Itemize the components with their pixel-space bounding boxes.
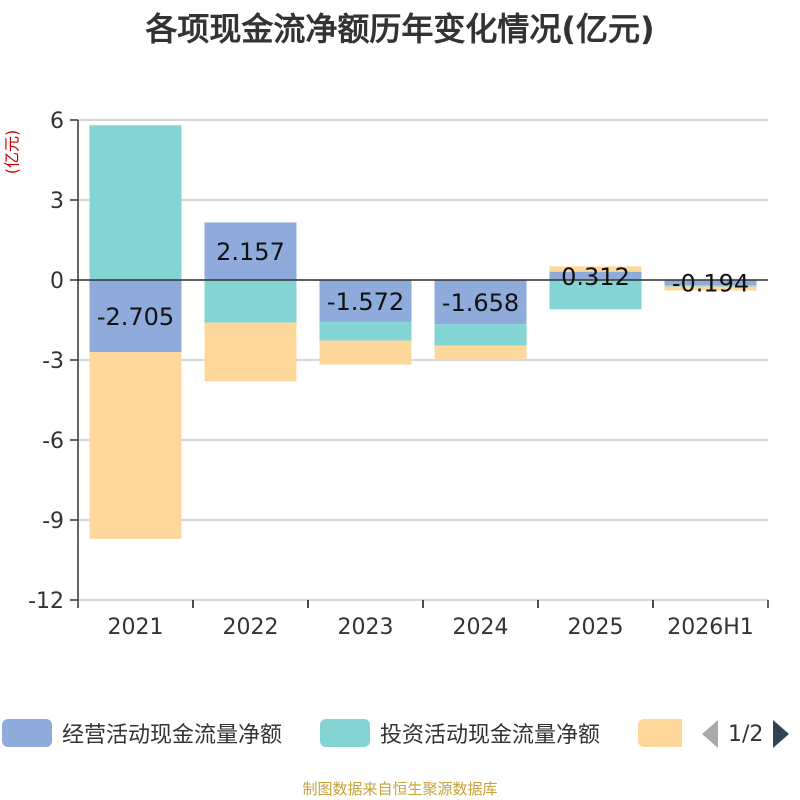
bar-series-1-2022 — [204, 222, 297, 280]
x-tick-label: 2026H1 — [667, 615, 754, 640]
bar-series-3-2024 — [434, 345, 527, 359]
bar-series-3-2021 — [89, 352, 182, 539]
y-tick-label: 3 — [50, 189, 64, 214]
axes: 6 3 0 -3 -6 -9 -12 2021 2022 2023 2024 2025 2026H1 — [28, 109, 769, 640]
x-tick-label: 2024 — [453, 615, 509, 640]
y-tick-label: -3 — [42, 349, 64, 374]
x-tick-label: 2023 — [338, 615, 394, 640]
x-tick-label: 2021 — [108, 615, 164, 640]
bar-series-3-2023 — [319, 340, 412, 365]
legend-page-indicator: 1/2 — [728, 721, 764, 747]
bar-series-1-2021 — [89, 280, 182, 353]
legend-swatch-financing — [638, 719, 682, 747]
y-tick-label: 6 — [50, 109, 64, 134]
bar-series-1-2023 — [319, 280, 412, 322]
x-tick-label: 2022 — [223, 615, 279, 640]
data-label-2021: -2.705 — [97, 303, 174, 331]
bar-series-1-2024 — [434, 280, 527, 325]
source-note: 制图数据来自恒生聚源数据库 — [302, 780, 498, 798]
bar-series-3-2026H1 — [664, 286, 757, 291]
legend-swatch-operating — [2, 719, 52, 747]
bar-series-2-2025 — [549, 280, 642, 310]
data-label-2023: -1.572 — [327, 288, 404, 316]
x-tick-label: 2025 — [568, 615, 624, 640]
legend-swatch-investing — [320, 719, 370, 747]
bar-series-2-2026H1 — [664, 285, 757, 287]
bar-series-3-2022 — [204, 322, 297, 382]
data-label-2025: 0.312 — [561, 263, 630, 291]
legend-next-icon[interactable] — [773, 720, 790, 748]
data-label-2026H1: -0.194 — [672, 270, 749, 298]
chart-title: 各项现金流净额历年变化情况(亿元) — [145, 10, 655, 48]
data-label-2022: 2.157 — [216, 238, 285, 266]
y-tick-label: -12 — [28, 589, 64, 614]
bar-series-2-2024 — [434, 324, 527, 346]
bar-series-1-2026H1 — [664, 280, 757, 286]
bar-series-2-2021 — [89, 125, 182, 280]
data-labels: -2.705 2.157 -1.572 -1.658 0.312 -0.194 — [97, 238, 749, 331]
bar-series-3-2025 — [549, 266, 642, 272]
y-tick-label: -9 — [42, 509, 64, 534]
bars — [89, 125, 757, 539]
data-label-2024: -1.658 — [442, 289, 519, 317]
y-tick-label: -6 — [42, 429, 64, 454]
legend-item-financing[interactable] — [638, 718, 692, 748]
y-tick-label: 0 — [50, 269, 64, 294]
chart-canvas: 6 3 0 -3 -6 -9 -12 2021 2022 2023 2024 2025 2026H1 -… — [28, 109, 769, 640]
legend-pager: 1/2 — [702, 716, 790, 752]
legend-prev-icon[interactable] — [702, 720, 718, 748]
legend: 经营活动现金流量净额 投资活动现金流量净额 1/2 — [0, 712, 800, 756]
legend-label-investing: 投资活动现金流量净额 — [380, 723, 601, 748]
bar-series-2-2022 — [204, 280, 297, 323]
bar-series-1-2025 — [549, 271, 642, 280]
bar-series-2-2023 — [319, 321, 412, 341]
legend-label-operating: 经营活动现金流量净额 — [62, 723, 283, 748]
legend-item-operating[interactable]: 经营活动现金流量净额 — [2, 718, 282, 748]
legend-item-investing[interactable]: 投资活动现金流量净额 — [320, 718, 600, 748]
